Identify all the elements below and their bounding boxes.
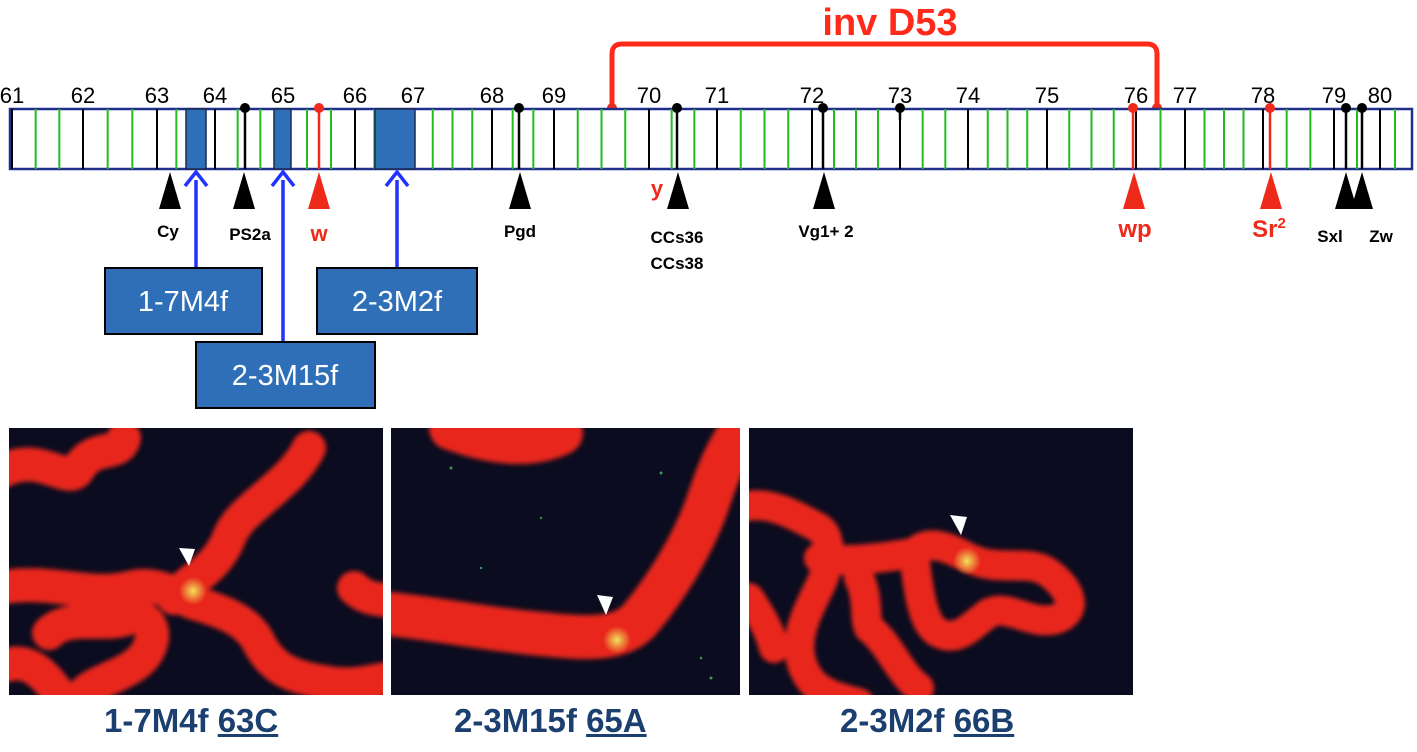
caption-probe-name: 2-3M2f <box>840 702 945 739</box>
caption-2-3M15f: 2-3M15f 65A <box>454 702 647 740</box>
marker-triangle-ps2a <box>233 172 255 209</box>
division-label: 68 <box>480 83 504 108</box>
division-label: 67 <box>401 83 425 108</box>
division-label: 64 <box>203 83 227 108</box>
division-label: 65 <box>271 83 295 108</box>
marker-label-y: y <box>651 176 664 201</box>
signal-arrowhead <box>179 548 195 566</box>
inversion-bracket <box>609 41 1160 108</box>
division-labels: 61 62 63 64 65 66 67 68 69 70 71 72 73 74 75 76 77 78 79 80 <box>0 83 1392 108</box>
inversion-label: inv D53 <box>822 2 957 44</box>
marker-label-ccs36: CCs36 <box>651 228 704 247</box>
division-label: 61 <box>0 83 24 108</box>
probe-label-2-3M2f: 2-3M2f <box>352 286 443 318</box>
caption-probe-name: 2-3M15f <box>454 702 577 739</box>
marker-label-wp: wp <box>1117 216 1151 243</box>
division-label: 69 <box>542 83 566 108</box>
black-markers: Cy PS2a Pgd CCs36 CCs38 Vg1+ 2 Sxl Zw <box>157 172 1394 273</box>
probe-box-2-3M2f <box>316 267 478 335</box>
caption-2-3M2f: 2-3M2f 66B <box>840 702 1014 740</box>
caption-1-7M4f: 1-7M4f 63C <box>104 702 278 740</box>
probe-site-2-3M15f <box>273 108 292 170</box>
marker-triangle-cy <box>159 172 181 209</box>
gene-pins-red <box>314 103 1275 169</box>
marker-triangle-wp <box>1123 172 1145 209</box>
fish-signal <box>179 577 207 605</box>
gene-pins <box>240 103 1367 169</box>
signal-arrowhead <box>597 595 613 615</box>
caption-band-link[interactable]: 63C <box>217 702 279 739</box>
marker-label-zw: Zw <box>1369 227 1393 246</box>
marker-label-sxl: Sxl <box>1317 227 1343 246</box>
marker-label-pgd: Pgd <box>504 222 536 241</box>
probe-site-1-7M4f <box>185 108 207 170</box>
marker-triangle-w <box>308 172 330 209</box>
division-label: 62 <box>71 83 95 108</box>
signal-arrowhead <box>950 515 967 535</box>
marker-label-cy: Cy <box>157 222 179 241</box>
probe-arrows <box>183 169 410 342</box>
division-label: 70 <box>637 83 661 108</box>
division-label: 63 <box>145 83 169 108</box>
marker-label-vg: Vg1+ 2 <box>798 222 853 241</box>
marker-triangle-vg <box>813 172 835 209</box>
division-label: 76 <box>1124 83 1148 108</box>
probe-site-2-3M2f <box>374 108 416 170</box>
fish-photo-1-7M4f <box>9 428 383 695</box>
marker-label-ps2a: PS2a <box>229 225 271 244</box>
division-label: 77 <box>1173 83 1197 108</box>
marker-triangle-pgd <box>509 172 531 209</box>
division-label: 71 <box>705 83 729 108</box>
red-markers: w y wp Sr2 <box>308 172 1286 246</box>
fish-photo-2-3M2f <box>749 428 1133 695</box>
division-label: 79 <box>1322 83 1346 108</box>
division-label: 66 <box>343 83 367 108</box>
caption-band-link[interactable]: 66B <box>953 702 1015 739</box>
probe-label-2-3M15f: 2-3M15f <box>232 360 339 392</box>
chromosome-bands <box>11 109 1396 169</box>
marker-triangle-sr2 <box>1260 172 1282 209</box>
marker-label-w: w <box>309 221 328 246</box>
probe-boxes: 1-7M4f 2-3M15f 2-3M2f <box>104 267 478 409</box>
marker-label-ccs38: CCs38 <box>651 254 704 273</box>
fish-signal <box>953 547 981 575</box>
probe-box-1-7M4f <box>104 267 263 335</box>
marker-label-sr2-base: Sr <box>1252 216 1277 243</box>
caption-probe-name: 1-7M4f <box>104 702 209 739</box>
marker-triangle-ccs <box>667 172 689 209</box>
division-label: 72 <box>800 83 824 108</box>
marker-triangle-zw <box>1351 172 1373 209</box>
probe-box-2-3M15f <box>195 341 376 409</box>
division-label: 75 <box>1035 83 1059 108</box>
marker-triangle-sxl <box>1335 172 1357 209</box>
fish-photo-2-3M15f <box>391 428 740 695</box>
division-label: 74 <box>956 83 980 108</box>
division-label: 80 <box>1368 83 1392 108</box>
caption-band-link[interactable]: 65A <box>586 702 647 739</box>
chromosome-bar <box>8 107 1414 171</box>
fish-signal <box>603 626 631 654</box>
marker-label-sr2-sup: 2 <box>1278 215 1286 232</box>
marker-label-sr2: Sr2 <box>1252 215 1286 243</box>
probe-label-1-7M4f: 1-7M4f <box>138 286 229 318</box>
chromosome-map: inv D53 61 62 63 64 65 66 67 68 69 70 71 72 73 74 75 76… <box>0 2 1414 409</box>
